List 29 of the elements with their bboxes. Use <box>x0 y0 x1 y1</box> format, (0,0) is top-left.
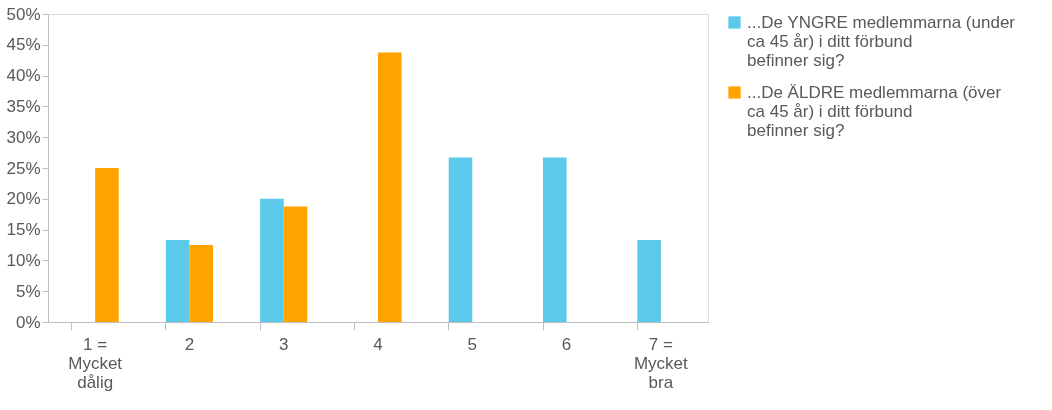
legend-label: ...De ÄLDRE medlemmarna (över ca 45 år) i ditt förbund befinner sig? <box>747 82 1002 140</box>
x-tick-label: 7 = Mycket bra <box>633 334 689 392</box>
x-tick-label: 6 <box>561 334 572 354</box>
y-tick-label: 15% <box>6 220 41 240</box>
x-tick-label: 5 <box>467 334 478 354</box>
x-tick-label: 3 <box>278 334 289 354</box>
bar <box>543 157 567 322</box>
y-tick-label: 35% <box>6 96 41 116</box>
bar <box>260 198 284 322</box>
y-tick-label: 45% <box>6 35 41 55</box>
y-tick-label: 40% <box>6 66 41 86</box>
y-tick-label: 50% <box>6 4 41 24</box>
y-tick-label: 25% <box>6 158 41 178</box>
x-tick-label: 2 <box>184 334 195 354</box>
bar <box>283 206 308 322</box>
y-tick-label: 10% <box>6 250 41 270</box>
x-tick-label: 4 <box>373 334 383 354</box>
y-tick-label: 30% <box>6 127 41 147</box>
bar <box>95 168 119 322</box>
bar <box>637 240 661 322</box>
y-tick-label: 20% <box>6 189 41 209</box>
legend-label: ...De YNGRE medlemmarna (under ca 45 år) i ditt förbund befinner sig? <box>747 12 1016 70</box>
y-tick-label: 0% <box>15 312 41 332</box>
bar <box>189 245 213 322</box>
bar <box>448 157 473 322</box>
x-tick-label: 1 = Mycket dålig <box>68 334 123 392</box>
y-tick-label: 5% <box>15 281 41 301</box>
bar <box>165 240 190 322</box>
bar <box>378 52 402 322</box>
